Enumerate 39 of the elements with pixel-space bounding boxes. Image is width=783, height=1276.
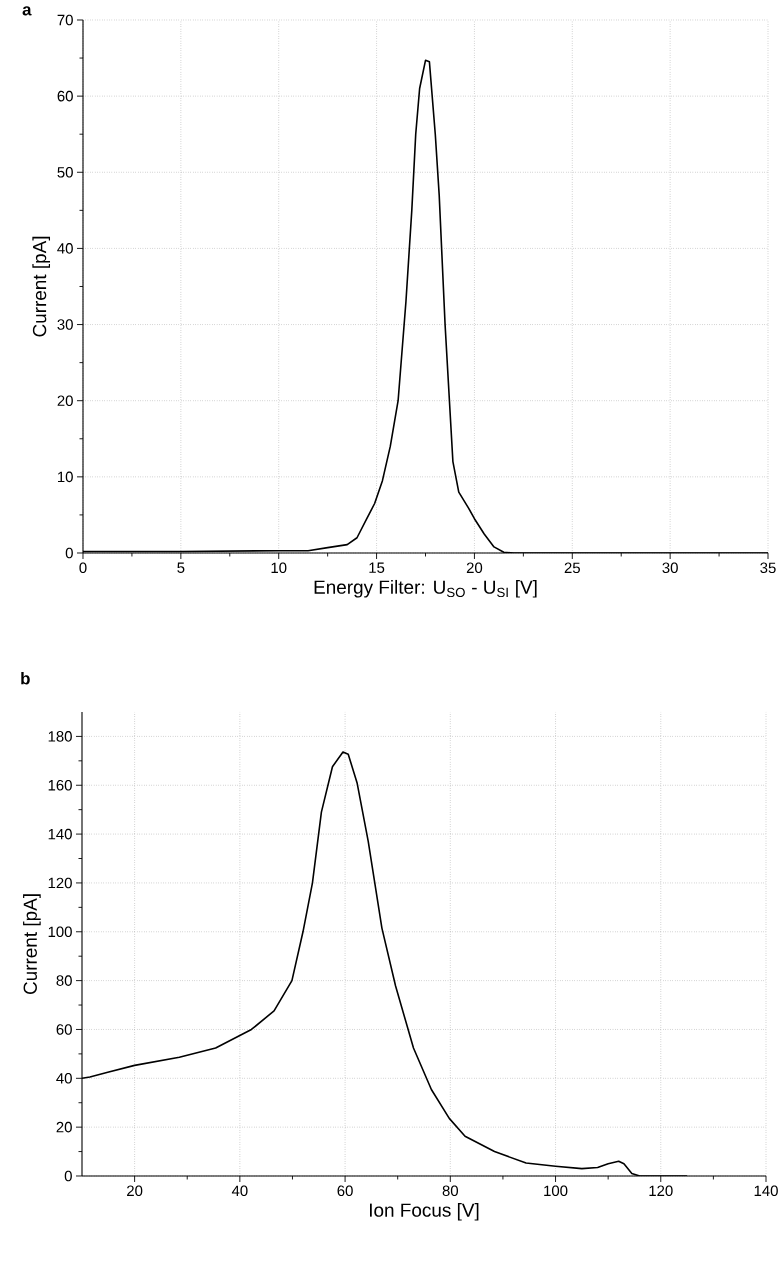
y-axis-title: Current [pA]	[23, 894, 41, 995]
chart-title: b	[21, 672, 30, 685]
y-tick-label: 140	[48, 828, 72, 840]
y-tick-label: 40	[56, 1073, 72, 1084]
x-tick-label: 25	[564, 562, 580, 574]
x-tick-label: 40	[231, 1185, 248, 1197]
x-axis-title: Energy Filter: U$_{SO}$ - U$_{SI}$ [V]	[314, 579, 537, 598]
x-tick-label: 120	[649, 1185, 673, 1197]
x-tick-label: 60	[337, 1185, 353, 1197]
y-tick-label: 10	[58, 471, 73, 483]
y-tick-label: 70	[57, 14, 73, 26]
y-tick-label: 50	[57, 166, 73, 178]
y-tick-label: 20	[56, 1121, 72, 1133]
y-tick-label: 160	[48, 779, 72, 791]
x-tick-label: 35	[760, 562, 776, 574]
x-tick-label: 140	[754, 1185, 778, 1197]
y-axis-title: Current [pA]	[32, 236, 51, 337]
y-tick-label: 40	[57, 243, 73, 254]
chart-title: a	[22, 6, 32, 16]
x-tick-label: 80	[442, 1185, 459, 1197]
y-tick-label: 30	[57, 319, 73, 330]
y-tick-label: 80	[56, 975, 72, 986]
x-tick-label: 100	[544, 1185, 568, 1197]
x-tick-label: 20	[127, 1185, 143, 1197]
x-axis-title: Ion Focus [V]	[369, 1202, 479, 1221]
y-tick-label: 120	[48, 877, 72, 889]
y-tick-label: 180	[48, 731, 72, 742]
x-tick-label: 20	[466, 562, 483, 574]
y-tick-label: 20	[57, 395, 73, 406]
y-tick-label: 0	[64, 1170, 72, 1182]
x-tick-label: 10	[271, 562, 287, 574]
y-tick-label: 60	[56, 1024, 72, 1035]
y-tick-label: 0	[65, 547, 73, 559]
x-tick-label: 30	[662, 562, 678, 574]
x-tick-label: 0	[79, 562, 87, 574]
y-tick-label: 60	[57, 90, 73, 102]
x-tick-label: 5	[177, 562, 185, 573]
y-tick-label: 100	[48, 926, 72, 938]
x-tick-label: 15	[369, 562, 385, 573]
